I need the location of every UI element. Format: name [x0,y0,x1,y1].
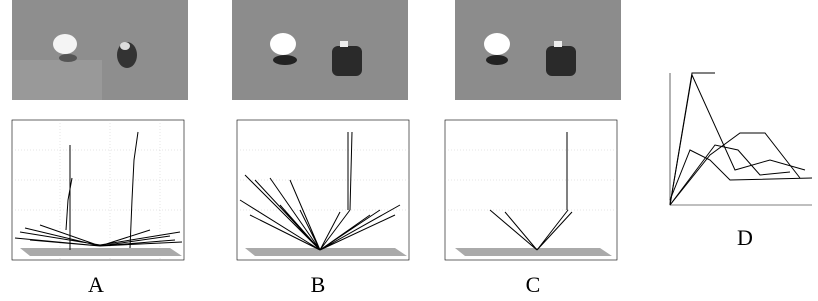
image-c [455,0,621,100]
panel-label: A [88,272,104,297]
plot-c [445,120,617,260]
image-a [12,0,188,100]
plot-a [12,120,184,260]
image-b [232,0,408,100]
panel-label: D [737,225,753,250]
plot-b [237,120,409,260]
panel-label: C [526,272,541,297]
figure: A B C D [0,0,818,301]
panel-label: B [311,272,326,297]
plot-d [670,73,812,205]
